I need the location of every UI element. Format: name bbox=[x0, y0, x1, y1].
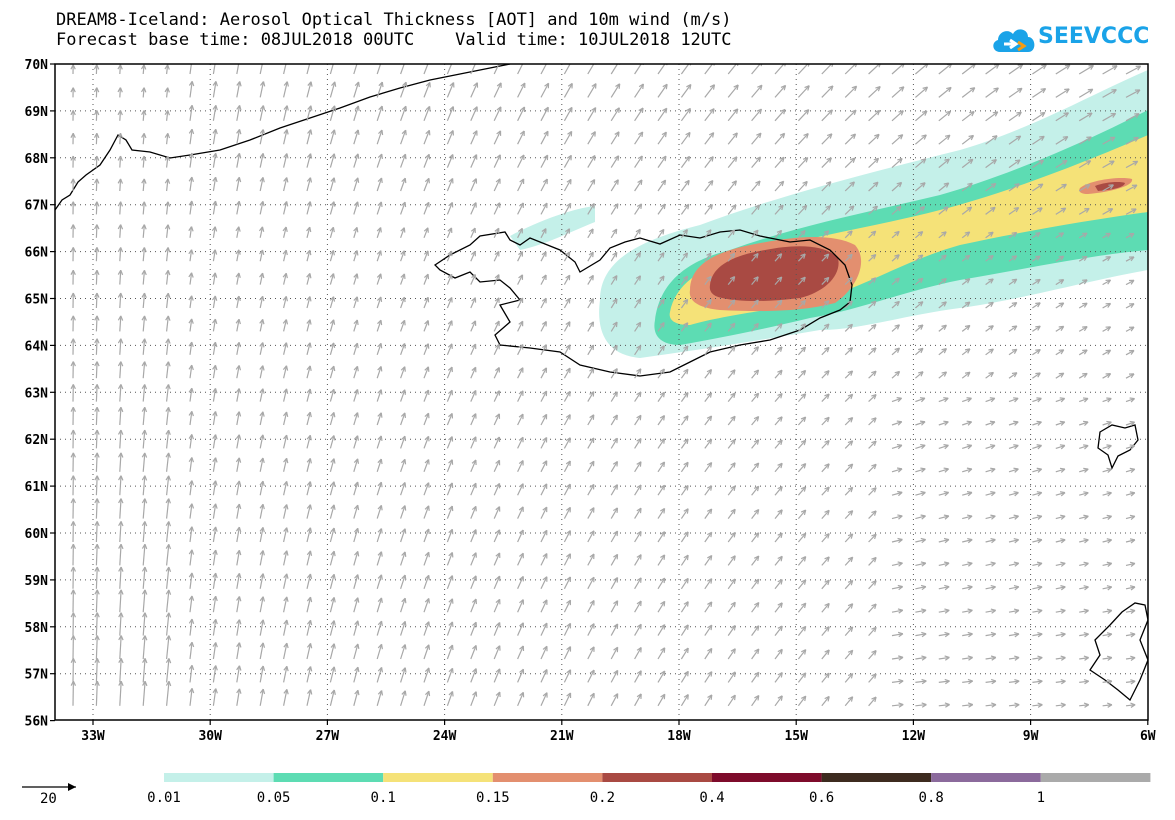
latitude-tick-label: 59N bbox=[25, 574, 49, 589]
latitude-tick-label: 69N bbox=[25, 105, 49, 120]
latitude-tick-label: 57N bbox=[25, 668, 49, 683]
wind-reference: 20 bbox=[22, 783, 76, 807]
colorbar-label: 1 bbox=[1037, 790, 1045, 806]
colorbar-label: 0.01 bbox=[147, 790, 181, 806]
latitude-tick-label: 56N bbox=[25, 715, 49, 730]
greenland-coast bbox=[55, 64, 511, 211]
colorbar-label: 0.05 bbox=[257, 790, 291, 806]
colorbar-swatch bbox=[931, 773, 1041, 782]
longitude-tick-label: 33W bbox=[81, 729, 105, 744]
latitude-tick-label: 58N bbox=[25, 621, 49, 636]
colorbar-swatch bbox=[273, 773, 384, 782]
wind-reference-value: 20 bbox=[40, 791, 57, 807]
colorbar-swatch bbox=[164, 773, 274, 782]
aot-band-020 bbox=[709, 182, 1125, 301]
longitude-tick-label: 21W bbox=[550, 729, 574, 744]
latitude-tick-label: 68N bbox=[25, 152, 49, 167]
colorbar-swatch bbox=[492, 773, 603, 782]
longitude-tick-label: 6W bbox=[1140, 729, 1156, 744]
latitude-tick-label: 61N bbox=[25, 480, 49, 495]
colorbar-swatch bbox=[712, 773, 822, 782]
latitude-tick-label: 60N bbox=[25, 527, 49, 542]
longitude-labels: 33W 30W 27W 24W 21W 18W 15W 12W 9W 6W bbox=[81, 720, 1156, 744]
latitude-tick-label: 65N bbox=[25, 293, 49, 308]
scotland-coast bbox=[1089, 602, 1148, 702]
longitude-tick-label: 9W bbox=[1023, 729, 1039, 744]
map-title: DREAM8-Iceland: Aerosol Optical Thicknes… bbox=[56, 10, 732, 30]
graticule bbox=[55, 64, 1148, 720]
longitude-tick-label: 18W bbox=[667, 729, 691, 744]
colorbar-swatch bbox=[1040, 773, 1151, 782]
colorbar-label: 0.4 bbox=[699, 790, 724, 806]
latitude-tick-label: 70N bbox=[25, 58, 49, 73]
colorbar-swatch bbox=[602, 773, 712, 782]
faroe-coast bbox=[1097, 424, 1139, 470]
latitude-tick-label: 63N bbox=[25, 386, 49, 401]
cloud-icon bbox=[993, 29, 1035, 52]
colorbar-swatch bbox=[383, 773, 493, 782]
longitude-tick-label: 30W bbox=[198, 729, 222, 744]
longitude-tick-label: 27W bbox=[316, 729, 340, 744]
longitude-tick-label: 24W bbox=[433, 729, 457, 744]
latitude-tick-label: 62N bbox=[25, 433, 49, 448]
colorbar-label: 0.8 bbox=[919, 790, 944, 806]
map-subtitle: Forecast base time: 08JUL2018 00UTC Vali… bbox=[56, 30, 732, 50]
colorbar-label: 0.2 bbox=[590, 790, 615, 806]
seevccc-logo: SEEVCCC bbox=[990, 22, 1150, 58]
latitude-tick-label: 64N bbox=[25, 339, 49, 354]
wind-vectors bbox=[70, 64, 1142, 708]
latitude-labels: 70N 69N 68N 67N 66N 65N 64N 63N 62N 61N 60N 59N 58N 5… bbox=[25, 58, 55, 730]
longitude-tick-label: 12W bbox=[902, 729, 926, 744]
colorbar-label: 0.6 bbox=[809, 790, 834, 806]
colorbar: 0.01 0.05 0.1 0.15 0.2 0.4 0.6 0.8 1 bbox=[147, 773, 1151, 806]
colorbar-label: 0.15 bbox=[476, 790, 510, 806]
iceland-coast bbox=[433, 229, 853, 377]
latitude-tick-label: 66N bbox=[25, 246, 49, 261]
colorbar-swatch bbox=[821, 773, 932, 782]
longitude-tick-label: 15W bbox=[784, 729, 808, 744]
logo-text: SEEVCCC bbox=[1038, 24, 1150, 49]
colorbar-label: 0.1 bbox=[371, 790, 396, 806]
latitude-tick-label: 67N bbox=[25, 199, 49, 214]
